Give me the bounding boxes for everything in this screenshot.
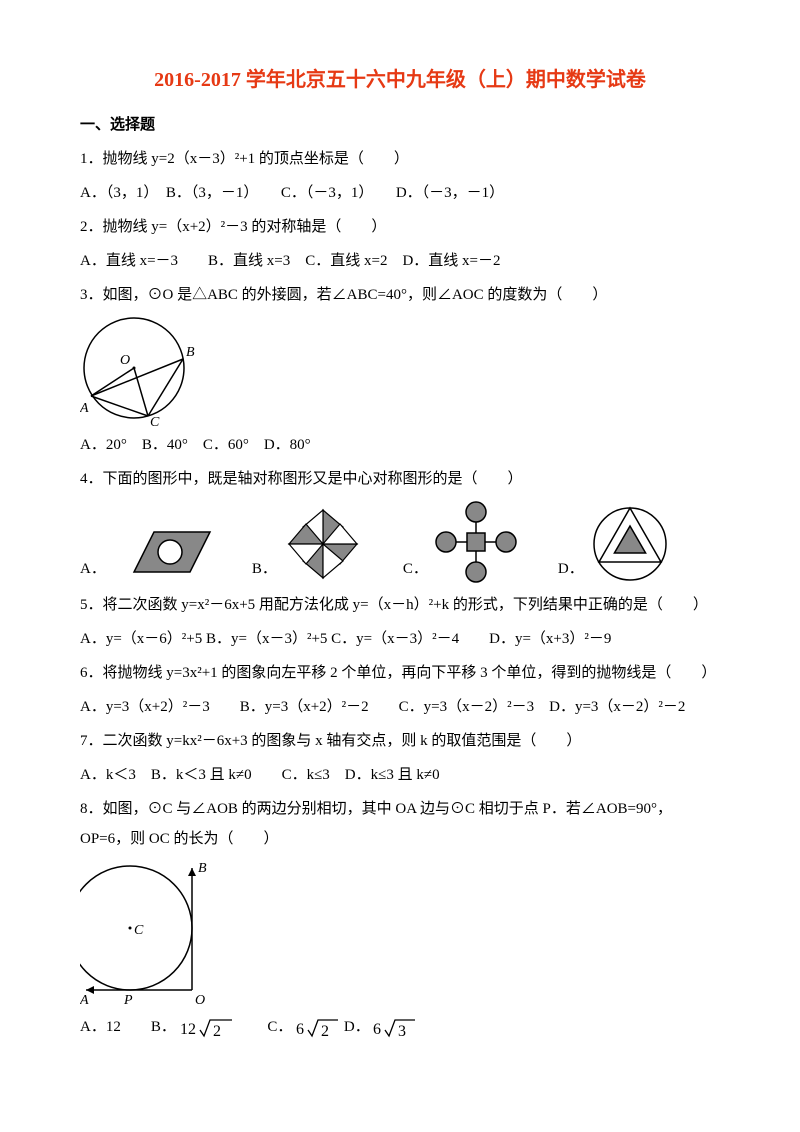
svg-text:P: P [123,993,133,1008]
svg-text:B: B [198,861,207,876]
q4-figures: A． B． C． [80,500,720,584]
svg-text:O: O [195,993,205,1008]
q4-label-c: C． [403,554,428,584]
q1-stem: 1．抛物线 y=2（x－3）²+1 的顶点坐标是（ ） [80,144,720,174]
q6-stem: 6．将抛物线 y=3x²+1 的图象向左平移 2 个单位，再向下平移 3 个单位… [80,658,720,688]
q8-figure: O A B P C [80,858,720,1008]
q4-label-d: D． [558,554,584,584]
svg-text:A: A [80,993,89,1008]
q4-option-c-icon [434,500,518,584]
q4-label-a: A． [80,554,106,584]
svg-text:B: B [186,345,195,360]
svg-text:A: A [80,401,89,416]
q8-opt-d: D． [344,1019,370,1035]
q3-figure: O A B C [80,314,720,426]
q2-options: A．直线 x=－3 B．直线 x=3 C．直线 x=2 D．直线 x=－2 [80,246,720,276]
sqrt-12-2-icon: 12 2 [180,1016,234,1040]
svg-text:6: 6 [296,1021,304,1038]
sqrt-6-2-icon: 6 2 [296,1016,340,1040]
svg-text:C: C [150,415,160,426]
svg-text:3: 3 [398,1023,406,1040]
q7-options: A．k＜3 B．k＜3 且 k≠0 C．k≤3 D．k≤3 且 k≠0 [80,760,720,790]
q4-option-b-icon [283,504,363,584]
q5-options: A．y=（x－6）²+5 B．y=（x－3）²+5 C．y=（x－3）²－4 D… [80,624,720,654]
section-heading: 一、选择题 [80,110,720,140]
q4-label-b: B． [252,554,277,584]
q5-stem: 5．将二次函数 y=x²－6x+5 用配方法化成 y=（x－h）²+k 的形式，… [80,590,720,620]
q3-options: A．20° B．40° C．60° D．80° [80,430,720,460]
q6-options: A．y=3（x+2）²－3 B．y=3（x+2）²－2 C．y=3（x－2）²－… [80,692,720,722]
q4-option-d-icon [590,504,670,584]
sqrt-6-3-icon: 6 3 [373,1016,417,1040]
q3-stem: 3．如图，⊙O 是△ABC 的外接圆，若∠ABC=40°，则∠AOC 的度数为（… [80,280,720,310]
svg-text:C: C [134,923,144,938]
svg-text:6: 6 [373,1021,381,1038]
q8-options: A．12 B． 12 2 C． 6 2 D． 6 3 [80,1012,720,1042]
q1-options: A．（3，1） B．（3，－1） C．（－3，1） D．（－3，－1） [80,178,720,208]
q4-option-a-icon [112,520,212,584]
svg-text:2: 2 [213,1023,221,1040]
q8-opt-a: A．12 B． [80,1019,176,1035]
svg-text:12: 12 [180,1021,196,1038]
svg-text:O: O [120,353,130,368]
q2-stem: 2．抛物线 y=（x+2）²－3 的对称轴是（ ） [80,212,720,242]
svg-text:2: 2 [321,1023,329,1040]
page-title: 2016-2017 学年北京五十六中九年级（上）期中数学试卷 [80,60,720,100]
q8-opt-c: C． [237,1019,292,1035]
q4-stem: 4．下面的图形中，既是轴对称图形又是中心对称图形的是（ ） [80,464,720,494]
q7-stem: 7．二次函数 y=kx²－6x+3 的图象与 x 轴有交点，则 k 的取值范围是… [80,726,720,756]
q8-stem: 8．如图，⊙C 与∠AOB 的两边分别相切，其中 OA 边与⊙C 相切于点 P．… [80,794,720,854]
